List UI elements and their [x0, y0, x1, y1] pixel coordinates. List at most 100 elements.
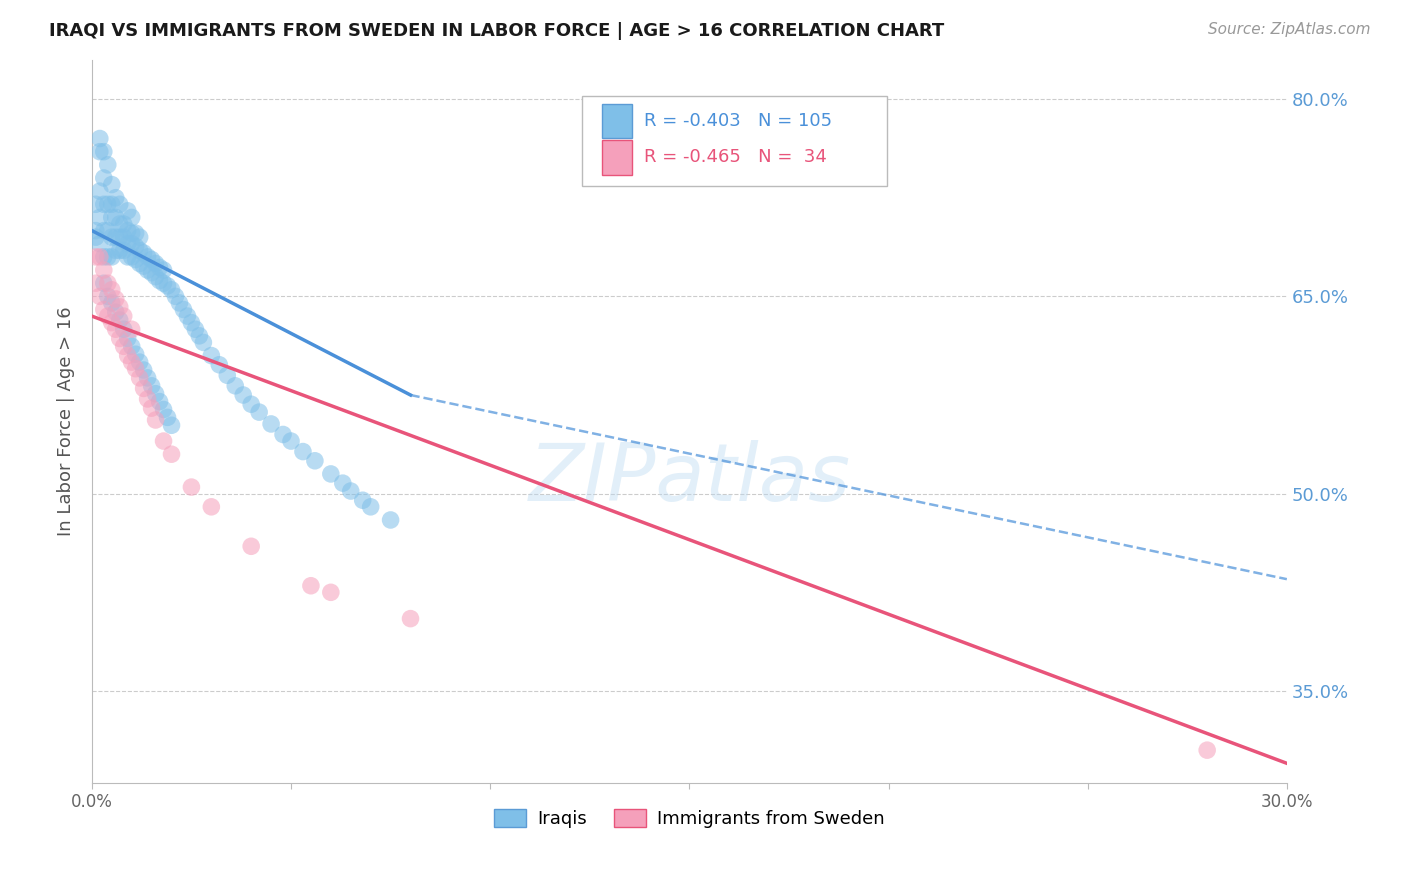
Point: [339, 483, 361, 498]
Point: [104, 211, 127, 225]
Point: [160, 418, 183, 433]
Point: [176, 309, 198, 323]
Point: [100, 283, 122, 297]
Point: [117, 349, 139, 363]
Point: [97, 277, 120, 291]
Point: [112, 217, 135, 231]
Point: [132, 259, 155, 273]
Point: [89, 289, 111, 303]
Point: [291, 444, 314, 458]
Point: [188, 328, 211, 343]
Point: [124, 347, 146, 361]
Point: [280, 434, 302, 448]
Point: [128, 355, 150, 369]
Point: [136, 371, 159, 385]
Point: [104, 292, 127, 306]
Point: [299, 579, 322, 593]
Point: [100, 316, 122, 330]
Legend: Iraqis, Immigrants from Sweden: Iraqis, Immigrants from Sweden: [486, 802, 893, 836]
Point: [84, 224, 107, 238]
Point: [200, 349, 222, 363]
Point: [152, 277, 174, 291]
Point: [112, 322, 135, 336]
Point: [208, 358, 231, 372]
Point: [152, 263, 174, 277]
Point: [93, 250, 115, 264]
Point: [1197, 743, 1219, 757]
Point: [184, 322, 207, 336]
Point: [93, 263, 115, 277]
Point: [121, 250, 143, 264]
Point: [136, 392, 159, 406]
Point: [108, 217, 131, 231]
Point: [217, 368, 239, 383]
Point: [156, 410, 179, 425]
Point: [145, 256, 167, 270]
Point: [128, 230, 150, 244]
Point: [104, 305, 127, 319]
Point: [108, 313, 131, 327]
Text: Source: ZipAtlas.com: Source: ZipAtlas.com: [1208, 22, 1371, 37]
Point: [304, 454, 326, 468]
Point: [104, 244, 127, 258]
Point: [172, 302, 194, 317]
Text: IRAQI VS IMMIGRANTS FROM SWEDEN IN LABOR FORCE | AGE > 16 CORRELATION CHART: IRAQI VS IMMIGRANTS FROM SWEDEN IN LABOR…: [49, 22, 945, 40]
Point: [97, 250, 120, 264]
Point: [89, 145, 111, 159]
Point: [165, 289, 187, 303]
Point: [124, 252, 146, 267]
Point: [89, 236, 111, 251]
Point: [240, 397, 263, 411]
Point: [319, 585, 342, 599]
Point: [360, 500, 382, 514]
Point: [97, 224, 120, 238]
Point: [352, 493, 374, 508]
Point: [124, 239, 146, 253]
Point: [399, 612, 422, 626]
Point: [124, 226, 146, 240]
Point: [108, 331, 131, 345]
Point: [121, 211, 143, 225]
Point: [100, 211, 122, 225]
Point: [117, 236, 139, 251]
Point: [100, 296, 122, 310]
Text: R = -0.403   N = 105: R = -0.403 N = 105: [644, 112, 832, 130]
Point: [319, 467, 342, 481]
Text: ZIPatlas: ZIPatlas: [529, 440, 851, 518]
Point: [232, 388, 254, 402]
FancyBboxPatch shape: [602, 140, 631, 175]
Point: [128, 244, 150, 258]
Point: [148, 274, 170, 288]
Point: [112, 244, 135, 258]
Point: [332, 476, 354, 491]
Point: [84, 277, 107, 291]
Point: [100, 197, 122, 211]
Point: [141, 401, 163, 416]
Point: [160, 283, 183, 297]
Point: [141, 266, 163, 280]
Point: [104, 230, 127, 244]
FancyBboxPatch shape: [582, 95, 887, 186]
Point: [121, 339, 143, 353]
Point: [97, 309, 120, 323]
Point: [193, 335, 215, 350]
FancyBboxPatch shape: [602, 103, 631, 138]
Point: [93, 197, 115, 211]
Point: [104, 322, 127, 336]
Point: [84, 230, 107, 244]
Point: [180, 316, 202, 330]
Point: [112, 309, 135, 323]
Point: [117, 331, 139, 345]
Point: [136, 250, 159, 264]
Point: [152, 434, 174, 448]
Point: [124, 361, 146, 376]
Point: [152, 402, 174, 417]
Point: [247, 405, 270, 419]
Point: [145, 269, 167, 284]
Point: [132, 246, 155, 260]
Point: [93, 277, 115, 291]
Point: [141, 252, 163, 267]
Point: [108, 244, 131, 258]
Point: [121, 355, 143, 369]
Point: [128, 256, 150, 270]
